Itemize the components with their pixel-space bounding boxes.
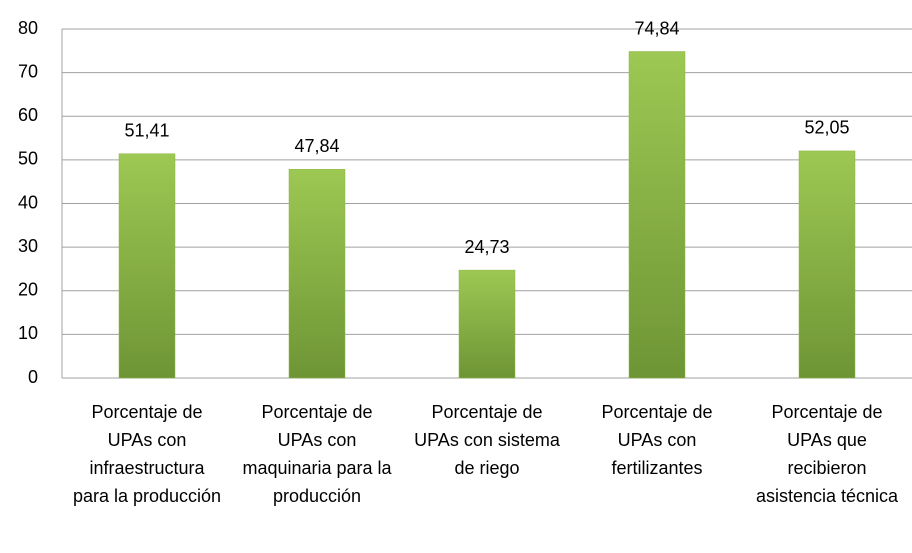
y-tick-label: 80 xyxy=(18,18,38,38)
value-label: 24,73 xyxy=(464,237,509,257)
y-tick-label: 0 xyxy=(28,367,38,387)
y-tick-label: 60 xyxy=(18,105,38,125)
bar xyxy=(288,169,346,379)
value-label: 52,05 xyxy=(804,118,849,138)
x-tick-label: Porcentaje de UPAs con infraestructura p… xyxy=(72,402,222,506)
x-tick-label: Porcentaje de UPAs con maquinaria para l… xyxy=(242,402,392,506)
bar xyxy=(118,153,176,379)
y-tick-label: 10 xyxy=(18,323,38,343)
bar xyxy=(798,150,856,379)
value-label: 51,41 xyxy=(124,120,169,140)
y-tick-label: 20 xyxy=(18,280,38,300)
y-tick-label: 70 xyxy=(18,61,38,81)
bar xyxy=(458,269,516,379)
value-label: 74,84 xyxy=(634,18,679,38)
bar xyxy=(628,51,686,379)
value-label: 47,84 xyxy=(294,136,339,156)
x-tick-label: Porcentaje de UPAs con sistema de riego xyxy=(414,402,560,478)
x-tick-label: Porcentaje de UPAs con fertilizantes xyxy=(601,402,713,478)
y-tick-label: 50 xyxy=(18,149,38,169)
y-tick-label: 30 xyxy=(18,236,38,256)
x-tick-label: Porcentaje de UPAs que recibieron asiste… xyxy=(755,402,899,506)
y-tick-label: 40 xyxy=(18,192,38,212)
